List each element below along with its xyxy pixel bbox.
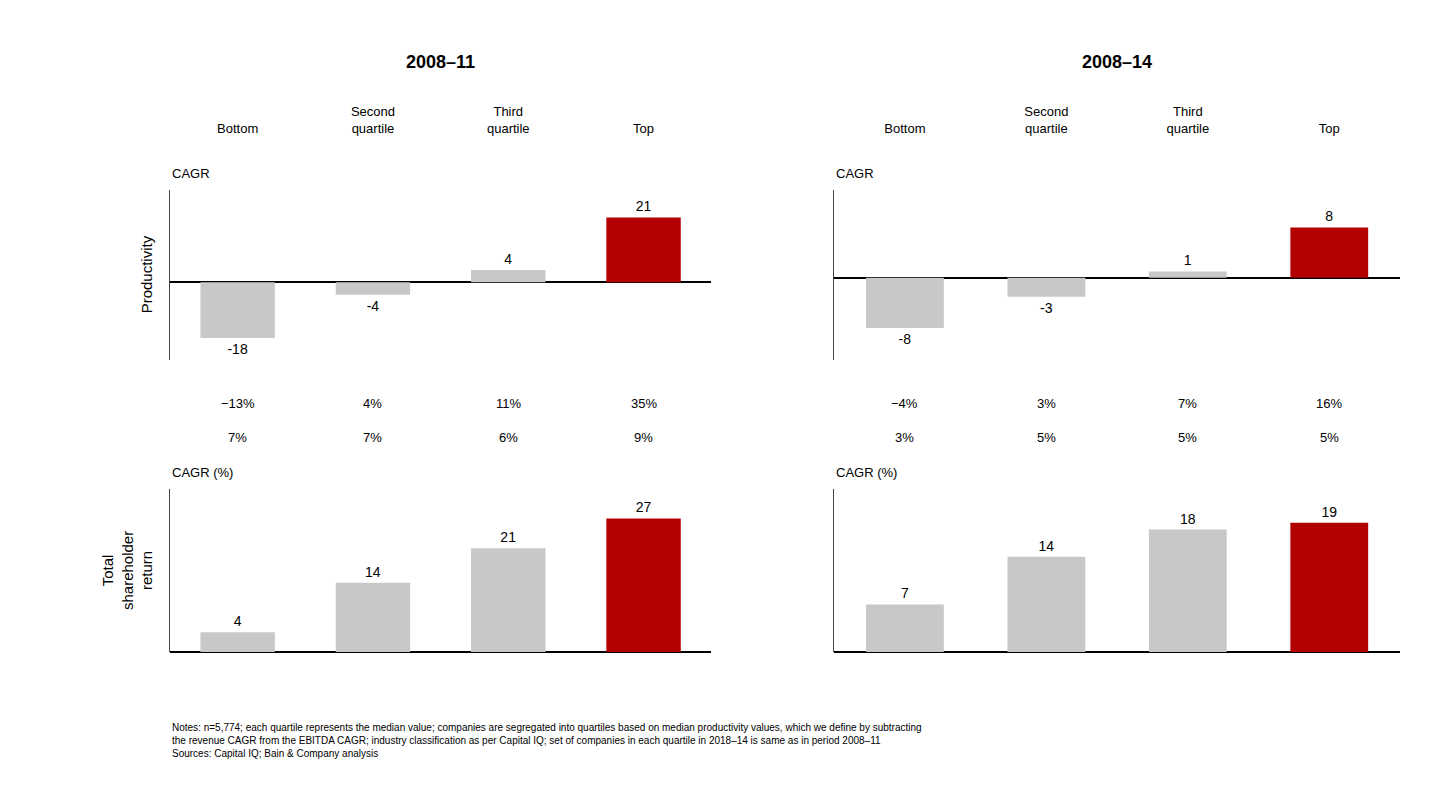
svg-text:-8: -8: [899, 331, 912, 347]
svg-text:27: 27: [636, 499, 652, 515]
svg-text:Thirdquartile: Thirdquartile: [487, 104, 530, 136]
svg-text:Top: Top: [633, 121, 654, 136]
svg-text:7%: 7%: [1178, 396, 1197, 411]
svg-text:5%: 5%: [1320, 430, 1339, 445]
svg-text:Secondquartile: Secondquartile: [1024, 104, 1068, 136]
svg-text:-4: -4: [367, 298, 380, 314]
svg-text:CAGR (%): CAGR (%): [836, 465, 897, 480]
svg-text:−13%: −13%: [221, 396, 255, 411]
svg-text:Notes: n=5,774; each quartile: Notes: n=5,774; each quartile represents…: [172, 722, 922, 759]
svg-text:3%: 3%: [1037, 396, 1056, 411]
svg-text:19: 19: [1321, 504, 1337, 520]
svg-text:7: 7: [901, 585, 909, 601]
svg-text:Bottom: Bottom: [884, 121, 925, 136]
svg-text:21: 21: [500, 529, 516, 545]
svg-text:CAGR (%): CAGR (%): [172, 465, 233, 480]
svg-text:8: 8: [1325, 208, 1333, 224]
svg-text:-3: -3: [1040, 300, 1053, 316]
svg-text:5%: 5%: [1037, 430, 1056, 445]
svg-text:Productivity: Productivity: [138, 235, 155, 313]
svg-text:Top: Top: [1319, 121, 1340, 136]
svg-text:11%: 11%: [496, 396, 521, 411]
svg-text:21: 21: [636, 198, 652, 214]
svg-text:CAGR: CAGR: [172, 166, 210, 181]
svg-text:7%: 7%: [363, 430, 382, 445]
svg-text:16%: 16%: [1316, 396, 1342, 411]
svg-text:2008–11: 2008–11: [406, 52, 475, 72]
svg-text:Thirdquartile: Thirdquartile: [1167, 104, 1210, 136]
svg-text:3%: 3%: [895, 430, 914, 445]
svg-text:1: 1: [1184, 252, 1192, 268]
svg-text:Totalshareholderreturn: Totalshareholderreturn: [99, 531, 155, 610]
svg-text:5%: 5%: [1178, 430, 1197, 445]
svg-text:14: 14: [365, 564, 381, 580]
svg-text:7%: 7%: [228, 430, 247, 445]
svg-text:6%: 6%: [499, 430, 518, 445]
svg-text:Bottom: Bottom: [217, 121, 258, 136]
svg-text:2008–14: 2008–14: [1082, 52, 1152, 72]
svg-text:4: 4: [234, 613, 242, 629]
svg-text:18: 18: [1180, 511, 1196, 527]
svg-text:4: 4: [504, 251, 512, 267]
svg-text:4%: 4%: [363, 396, 382, 411]
svg-text:−4%: −4%: [891, 396, 918, 411]
svg-text:CAGR: CAGR: [836, 166, 874, 181]
svg-text:35%: 35%: [631, 396, 657, 411]
svg-text:9%: 9%: [634, 430, 653, 445]
svg-text:Secondquartile: Secondquartile: [351, 104, 395, 136]
svg-text:14: 14: [1038, 538, 1054, 554]
svg-text:-18: -18: [227, 341, 247, 357]
